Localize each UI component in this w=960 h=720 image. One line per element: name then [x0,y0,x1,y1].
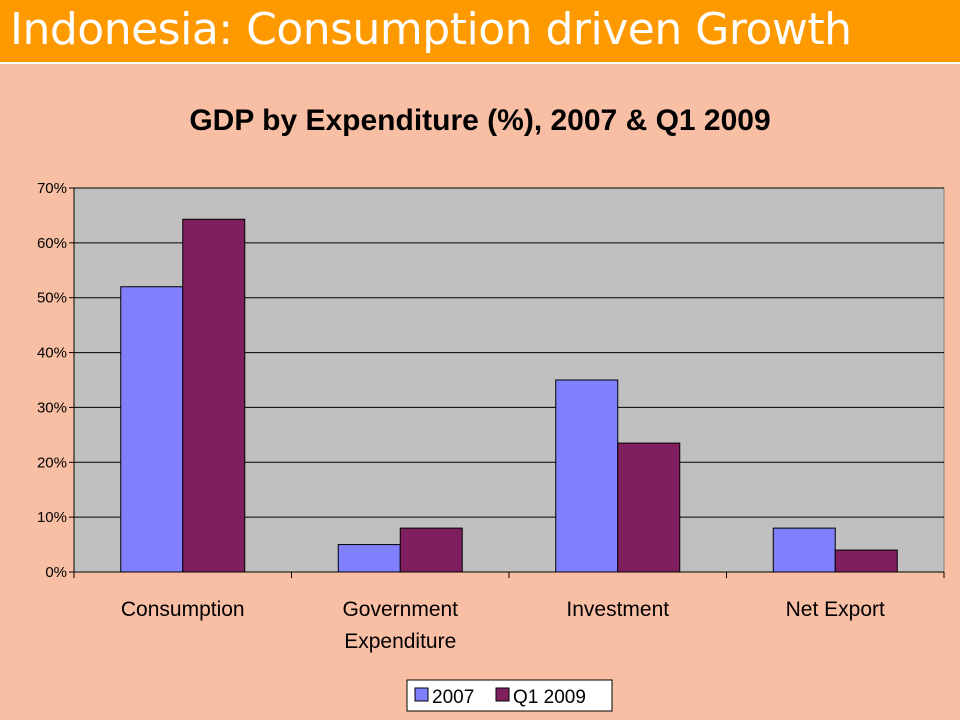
slide-title: Indonesia: Consumption driven Growth [10,4,852,55]
bar-2007 [772,527,836,573]
y-tick-label: 60% [37,235,67,252]
bar-q1-2009 [399,527,463,573]
legend-box [406,679,613,712]
legend-swatch [495,687,510,702]
bar-q1-2009 [617,442,681,573]
x-category-label: Investment [566,598,669,621]
chart-title: GDP by Expenditure (%), 2007 & Q1 2009 [189,104,770,137]
y-tick-label: 70% [37,180,67,197]
y-tick-label: 0% [45,564,67,581]
x-category-label: Consumption [121,598,245,621]
bar-q1-2009 [834,549,898,573]
y-tick-label: 30% [37,399,67,416]
x-category-label: Government Expenditure [342,598,458,653]
plot-area: 0% 10% 20% 30% 40% 50% 60% 70% Consumption Govern… [37,180,945,653]
y-tick-label: 10% [37,509,67,526]
y-tick-label: 40% [37,345,67,362]
legend-swatch [414,687,429,702]
bar-2007 [555,379,619,573]
y-tick-label: 20% [37,454,67,471]
y-tick-label: 50% [37,290,67,307]
bar-2007 [337,544,401,573]
title-bar: Indonesia: Consumption driven Growth [0,0,960,64]
legend-label: 2007 [432,687,474,708]
bar-2007 [120,286,184,573]
legend: 2007 Q1 2009 [406,679,613,712]
bar-q1-2009 [182,218,246,573]
legend-label: Q1 2009 [513,687,586,708]
x-category-label: Net Export [786,598,885,621]
